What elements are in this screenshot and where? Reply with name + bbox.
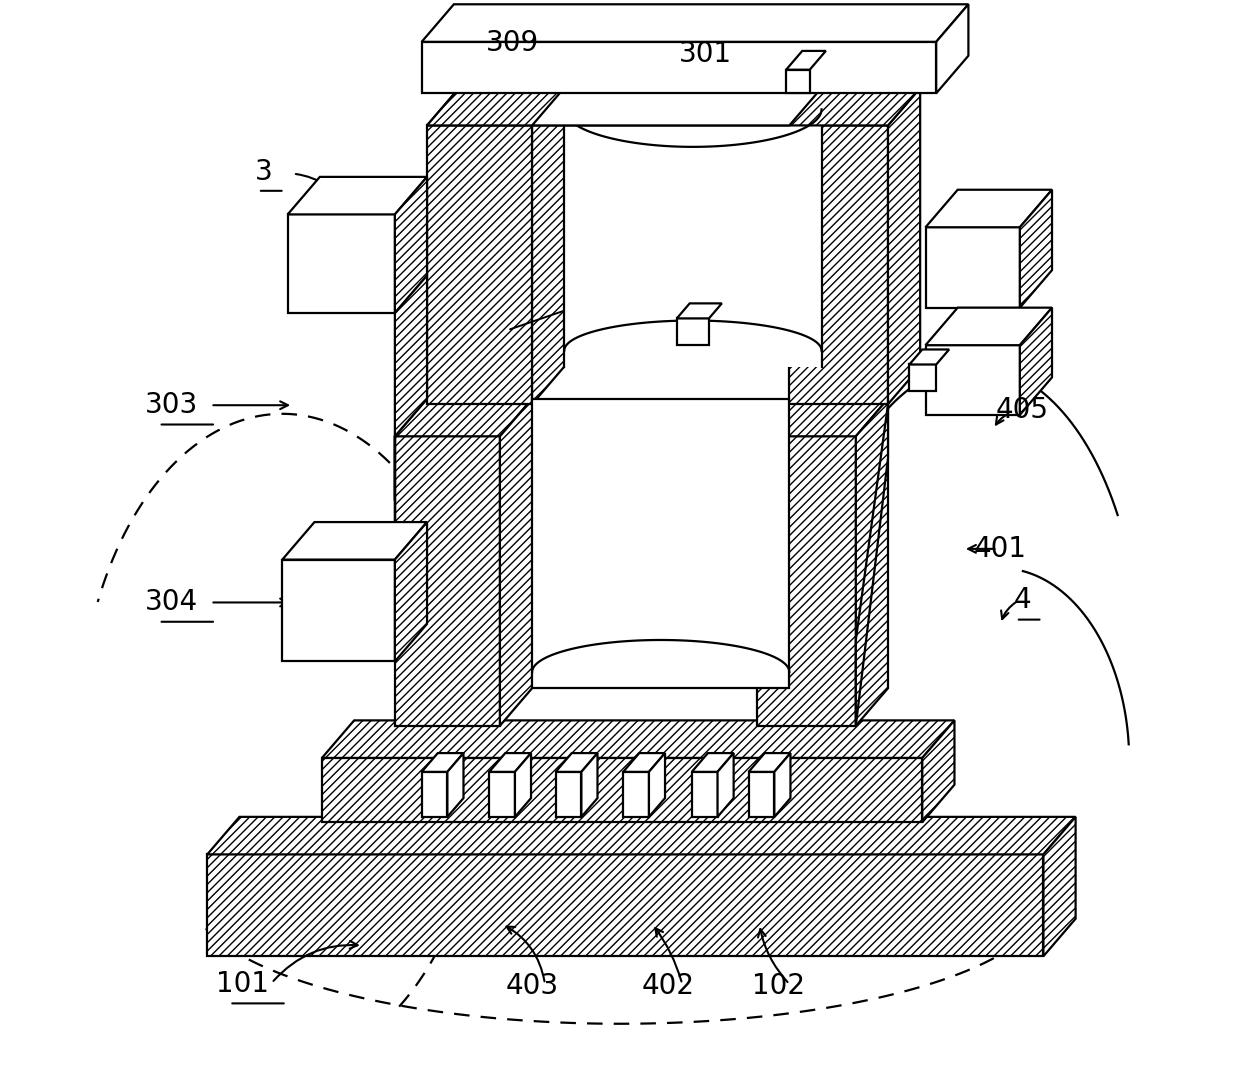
Polygon shape [532,88,564,404]
Polygon shape [774,753,790,817]
Polygon shape [422,753,464,772]
Polygon shape [500,399,532,726]
Polygon shape [422,4,968,42]
Text: 4: 4 [1013,586,1030,614]
Polygon shape [207,817,1075,854]
Polygon shape [394,276,427,501]
Polygon shape [758,436,856,726]
Polygon shape [925,345,1019,415]
Text: 309: 309 [486,29,539,57]
Text: 303: 303 [145,391,198,419]
Polygon shape [532,399,790,688]
Polygon shape [677,318,709,345]
Polygon shape [925,308,1052,345]
Polygon shape [888,88,920,404]
Text: 401: 401 [975,535,1027,563]
Text: 102: 102 [753,972,805,1000]
Polygon shape [288,214,394,313]
Polygon shape [582,753,598,817]
Polygon shape [322,720,955,758]
Polygon shape [490,753,531,772]
Polygon shape [1043,817,1075,956]
Polygon shape [790,88,920,125]
Polygon shape [749,772,774,817]
Polygon shape [322,758,923,822]
Polygon shape [422,42,936,93]
Polygon shape [448,753,464,817]
Polygon shape [856,399,888,726]
Polygon shape [394,436,500,726]
Polygon shape [923,720,955,822]
Polygon shape [283,560,394,661]
Polygon shape [427,88,564,125]
Polygon shape [909,364,936,391]
Polygon shape [532,88,822,125]
Polygon shape [394,399,532,436]
Polygon shape [909,349,949,364]
Polygon shape [288,177,427,214]
Polygon shape [1019,308,1052,415]
Polygon shape [749,753,790,772]
Polygon shape [394,522,427,661]
Text: 405: 405 [996,396,1049,423]
Polygon shape [624,772,649,817]
Polygon shape [856,404,888,726]
Polygon shape [515,753,531,817]
Polygon shape [758,399,888,436]
Polygon shape [936,4,968,93]
Text: 301: 301 [680,40,733,68]
Polygon shape [692,772,718,817]
Polygon shape [490,772,515,817]
Polygon shape [207,854,1043,956]
Polygon shape [649,753,665,817]
Polygon shape [427,88,920,125]
Text: 101: 101 [216,970,269,998]
Polygon shape [718,753,734,817]
Polygon shape [677,303,722,318]
Polygon shape [692,753,734,772]
Polygon shape [283,522,427,560]
Polygon shape [556,772,582,817]
Polygon shape [790,125,888,404]
Polygon shape [556,753,598,772]
Text: 304: 304 [145,589,198,616]
Polygon shape [925,190,1052,227]
Polygon shape [564,88,822,367]
Polygon shape [786,50,826,70]
Polygon shape [624,753,665,772]
Polygon shape [427,125,532,404]
Polygon shape [786,70,810,93]
Polygon shape [422,772,448,817]
Text: 402: 402 [642,972,694,1000]
Polygon shape [1019,190,1052,308]
Polygon shape [925,227,1019,308]
Text: 403: 403 [506,972,559,1000]
Text: 3: 3 [255,158,273,185]
Polygon shape [394,177,427,313]
